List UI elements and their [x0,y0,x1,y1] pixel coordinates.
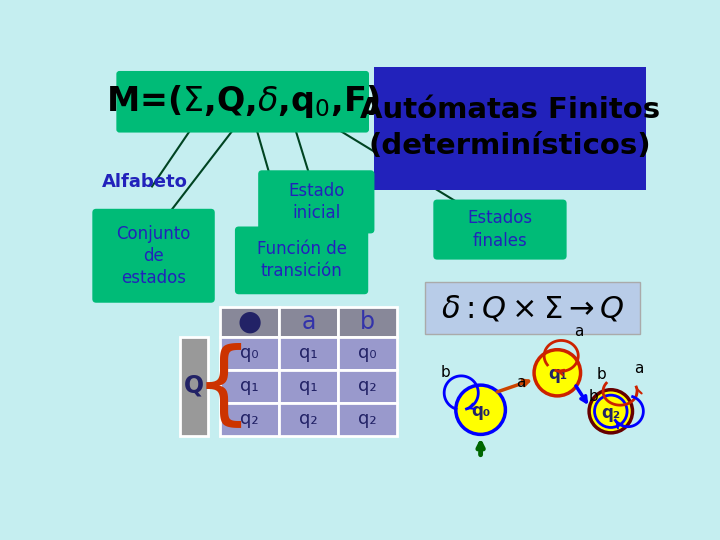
Text: b: b [360,310,375,334]
Bar [279,370,338,403]
FancyBboxPatch shape [374,67,646,190]
Text: a: a [634,361,644,376]
FancyBboxPatch shape [258,170,374,233]
FancyBboxPatch shape [117,71,369,132]
Text: q₂: q₂ [358,377,377,395]
Bar [338,307,397,336]
Circle shape [589,390,632,433]
Text: q₂: q₂ [240,410,259,428]
Bar [220,403,279,436]
Bar [425,282,640,334]
Text: Q: Q [184,374,204,398]
Text: q₁: q₁ [240,377,259,395]
Text: a: a [575,324,584,339]
Text: q₀: q₀ [471,402,490,420]
Bar [279,403,338,436]
Text: {: { [194,342,252,430]
Text: Alfabeto: Alfabeto [102,173,187,191]
Bar [220,370,279,403]
Text: q₀: q₀ [240,344,259,362]
Text: Conjunto
de
estados: Conjunto de estados [117,225,191,287]
Bar [220,336,279,370]
Bar [279,307,338,336]
Bar [338,403,397,436]
Text: ●: ● [238,308,262,336]
Text: b: b [589,388,599,403]
Text: Autómatas Finitos
(determinísticos): Autómatas Finitos (determinísticos) [360,96,660,160]
Text: q₁: q₁ [300,377,318,395]
Text: q₂: q₂ [601,404,621,422]
Bar [279,336,338,370]
Text: M=($\Sigma$,Q,$\delta$,q$_0$,F): M=($\Sigma$,Q,$\delta$,q$_0$,F) [106,83,379,120]
Text: b: b [597,367,606,382]
Bar [338,336,397,370]
Text: a: a [516,375,526,390]
FancyBboxPatch shape [235,226,368,294]
Text: q₁: q₁ [548,366,567,383]
Text: Estados
finales: Estados finales [467,210,533,249]
Bar [180,336,208,436]
Text: b: b [441,364,450,380]
Circle shape [534,350,580,396]
Text: q₁: q₁ [300,344,318,362]
Text: Función de
transición: Función de transición [256,240,346,280]
Text: a: a [302,310,316,334]
Circle shape [456,385,505,434]
FancyBboxPatch shape [92,209,215,303]
FancyBboxPatch shape [433,200,567,260]
Text: q₂: q₂ [300,410,318,428]
Text: q₂: q₂ [358,410,377,428]
Text: q₀: q₀ [358,344,377,362]
Text: $\delta : Q \times \Sigma \rightarrow Q$: $\delta : Q \times \Sigma \rightarrow Q$ [441,293,624,323]
Text: Estado
inicial: Estado inicial [288,182,344,222]
Bar [220,307,279,336]
Bar [338,370,397,403]
